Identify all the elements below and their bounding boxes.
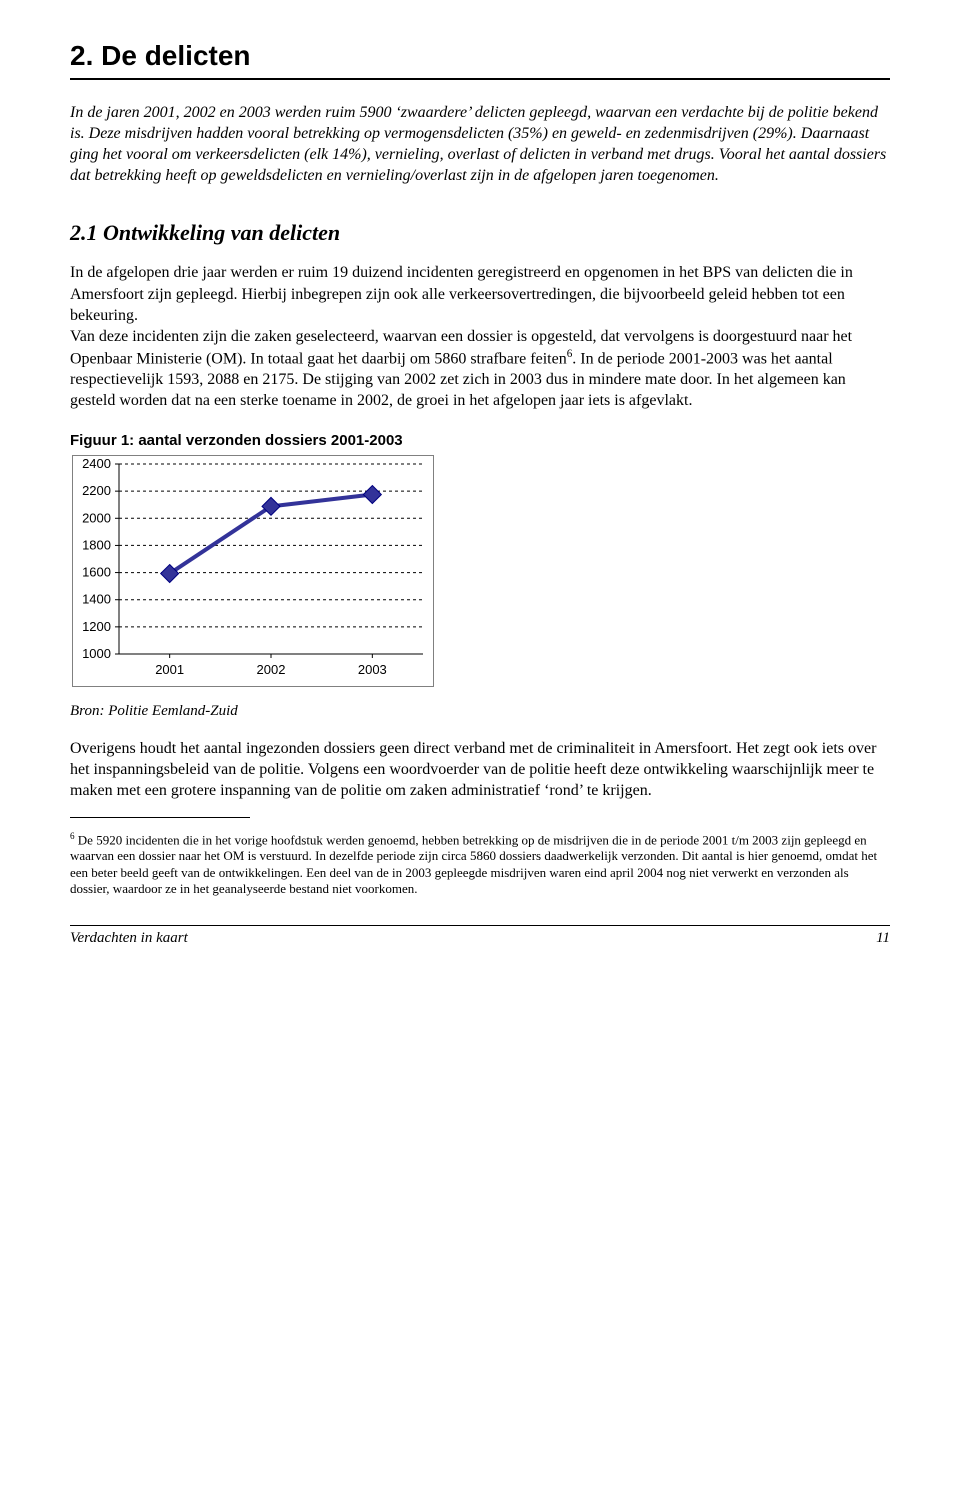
footer-separator (70, 925, 890, 926)
svg-text:2003: 2003 (358, 662, 387, 677)
page-footer: Verdachten in kaart 11 (70, 930, 890, 947)
svg-text:1600: 1600 (82, 564, 111, 579)
footnote-text: De 5920 incidenten die in het vorige hoo… (70, 832, 877, 896)
body-paragraph: Overigens houdt het aantal ingezonden do… (70, 738, 890, 801)
title-underline (70, 78, 890, 80)
svg-text:1400: 1400 (82, 591, 111, 606)
chart-container: 1000 1200 1400 1600 1800 2000 2200 2400 2001 2002… (70, 453, 440, 689)
svg-text:1000: 1000 (82, 646, 111, 661)
line-chart: 1000 1200 1400 1600 1800 2000 2200 2400 2001 2002… (72, 455, 434, 687)
footnote-separator (70, 817, 250, 818)
chapter-title: 2. De delicten (70, 40, 890, 72)
svg-text:2001: 2001 (155, 662, 184, 677)
section-heading: 2.1 Ontwikkeling van delicten (70, 220, 890, 246)
body-paragraph: In de afgelopen drie jaar werden er ruim… (70, 262, 890, 411)
figure-title: Figuur 1: aantal verzonden dossiers 2001… (70, 432, 890, 449)
svg-text:2002: 2002 (257, 662, 286, 677)
figure-block: Figuur 1: aantal verzonden dossiers 2001… (70, 432, 890, 689)
svg-text:2000: 2000 (82, 510, 111, 525)
footer-page-number: 11 (876, 930, 890, 947)
footer-doc-title: Verdachten in kaart (70, 930, 188, 947)
figure-source: Bron: Politie Eemland-Zuid (70, 703, 890, 720)
body-text: In de afgelopen drie jaar werden er ruim… (70, 264, 853, 323)
svg-text:1800: 1800 (82, 537, 111, 552)
svg-text:1200: 1200 (82, 618, 111, 633)
svg-text:2200: 2200 (82, 483, 111, 498)
intro-paragraph: In de jaren 2001, 2002 en 2003 werden ru… (70, 102, 890, 186)
footnote: 6 De 5920 incidenten die in het vorige h… (70, 831, 890, 897)
svg-text:2400: 2400 (82, 456, 111, 471)
